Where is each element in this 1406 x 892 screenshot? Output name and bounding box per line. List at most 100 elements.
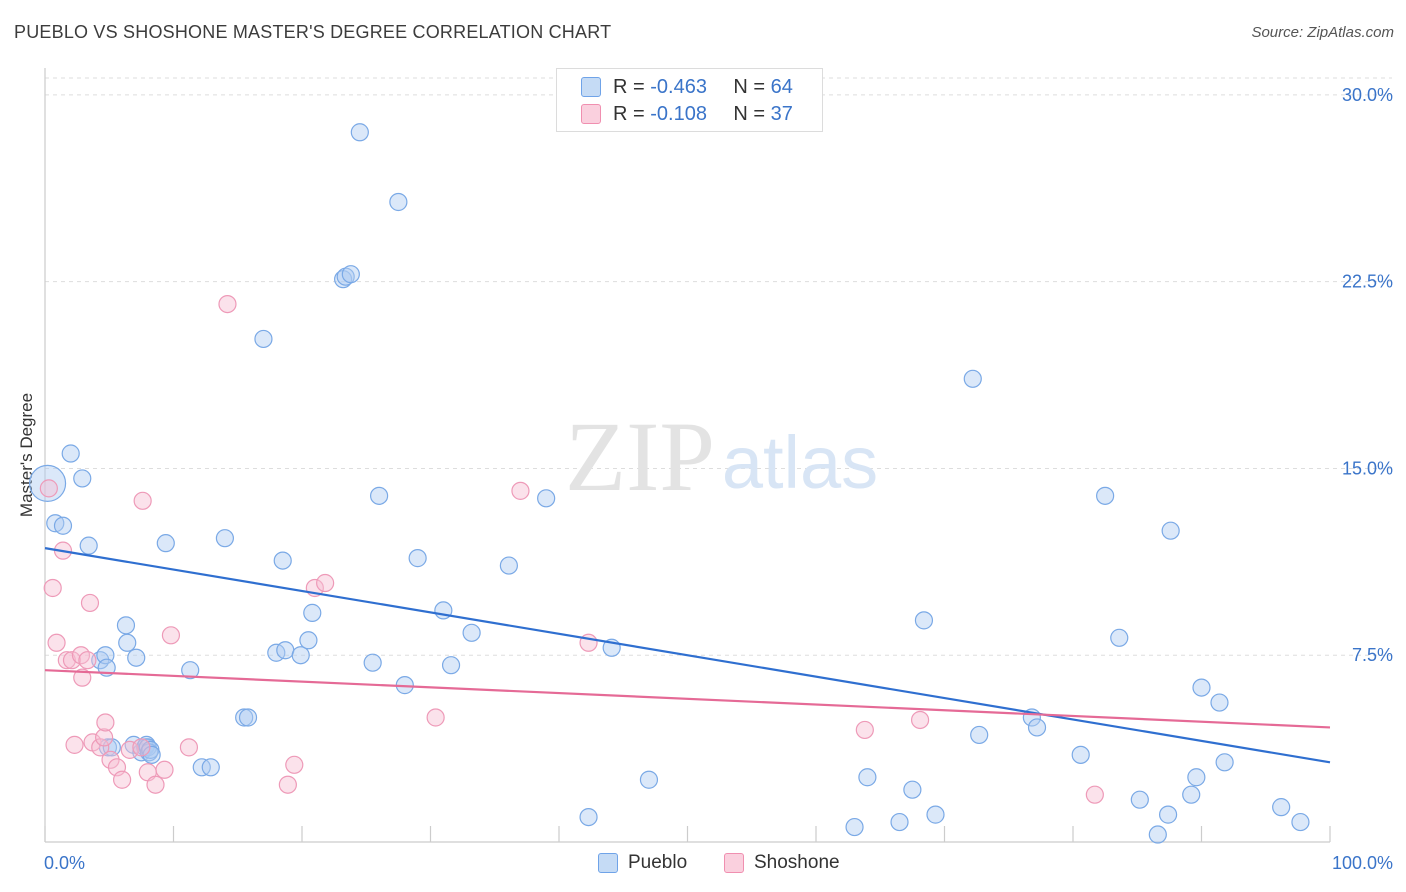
pueblo-point [1027, 718, 1047, 737]
pueblo-point [1161, 521, 1180, 540]
legend-row-pueblo: R = -0.463 N = 64 [581, 75, 793, 99]
shoshone-point [133, 491, 152, 510]
y-tick-label: 30.0% [1342, 85, 1393, 105]
pueblo-point [499, 556, 518, 575]
shoshone-point [91, 738, 110, 757]
shoshone-point [95, 728, 114, 747]
legend-r-value: -0.108 [650, 102, 707, 125]
legend-n-label: N = [733, 102, 766, 125]
pueblo-point [462, 623, 481, 642]
pueblo-point [639, 770, 659, 789]
x-tick-label: 0.0% [44, 853, 85, 873]
pueblo-point [1096, 486, 1115, 505]
shoshone-point [218, 294, 237, 314]
x-tick-label: 100.0% [1332, 853, 1393, 873]
bottom-legend-label: Shoshone [754, 852, 840, 873]
pueblo-point [156, 534, 175, 553]
pueblo-point [858, 768, 877, 787]
shoshone-point [78, 651, 97, 670]
y-tick-label: 7.5% [1352, 645, 1393, 665]
shoshone-point [278, 775, 297, 794]
bottom-legend-label: Pueblo [628, 852, 688, 873]
pueblo-point [579, 807, 598, 827]
legend-r-value: -0.463 [650, 75, 707, 98]
pueblo-point [350, 123, 369, 142]
pueblo-point [215, 529, 234, 548]
pueblo-point [389, 192, 408, 212]
watermark-atlas: atlas [722, 421, 878, 504]
shoshone-point [910, 710, 930, 730]
pueblo-point [238, 708, 258, 727]
legend-r-label: R = [613, 102, 645, 125]
pueblo-point [1291, 812, 1310, 832]
pueblo-point [903, 780, 922, 799]
trend-lines [44, 547, 1331, 764]
pueblo-point [61, 444, 80, 463]
shoshone-swatch-icon [581, 104, 601, 124]
shoshone-point [855, 720, 874, 740]
watermark-zip: ZIP [565, 401, 715, 512]
pueblo-point [890, 812, 909, 832]
chart-title: PUEBLO VS SHOSHONE MASTER'S DEGREE CORRE… [14, 22, 612, 42]
shoshone-point [62, 651, 82, 670]
pueblo-point [441, 656, 461, 675]
pueblo-point [273, 551, 292, 570]
pueblo-point [91, 651, 110, 670]
shoshone-point [65, 735, 84, 754]
pueblo-point [299, 631, 318, 650]
pueblo-point [1192, 678, 1211, 697]
pueblo-point [408, 549, 427, 568]
pueblo-point [73, 469, 92, 488]
pueblo-point [201, 758, 220, 777]
pueblo-point [363, 653, 382, 672]
pueblo-point [127, 648, 146, 667]
pueblo-point [291, 646, 310, 665]
shoshone-point [161, 626, 181, 645]
pueblo-point [79, 536, 98, 555]
pueblo-point [1215, 753, 1234, 772]
chart-source: Source: ZipAtlas.com [1251, 24, 1394, 41]
shoshone-point [146, 775, 165, 794]
pueblo-point [845, 817, 864, 837]
shoshone-point [73, 668, 92, 687]
pueblo-trend-line [44, 547, 1331, 764]
shoshone-point [316, 573, 335, 593]
shoshone-point [285, 755, 304, 774]
shoshone-point [1085, 785, 1104, 804]
legend-n-value: 37 [770, 102, 793, 125]
shoshone-point [57, 651, 76, 670]
y-tick-label: 22.5% [1342, 272, 1393, 292]
pueblo-point [1272, 798, 1291, 817]
shoshone-point [43, 578, 62, 598]
legend-r-label: R = [613, 75, 645, 98]
pueblo-point [116, 616, 136, 635]
shoshone-point [132, 738, 151, 757]
pueblo-point [1130, 790, 1149, 809]
legend-row-shoshone: R = -0.108 N = 37 [581, 102, 793, 126]
pueblo-point [926, 805, 945, 824]
pueblo-point [970, 725, 989, 745]
shoshone-point [96, 713, 115, 732]
pueblo-point [53, 516, 73, 535]
pueblo-swatch-icon [581, 77, 601, 97]
pueblo-point [1071, 745, 1090, 764]
shoshone-point [112, 770, 132, 789]
correlation-legend: R = -0.463 N = 64 R = -0.108 N = 37 [556, 68, 823, 132]
y-tick-label: 15.0% [1342, 458, 1393, 478]
pueblo-point [1158, 805, 1178, 824]
pueblo-point [537, 489, 556, 508]
bottom-legend-shoshone: Shoshone [724, 852, 840, 874]
axes [44, 68, 1331, 843]
legend-n-label: N = [733, 75, 766, 98]
shoshone-point [426, 708, 445, 727]
shoshone-point [47, 633, 66, 652]
pueblo-point [235, 708, 254, 727]
shoshone-point [101, 750, 120, 769]
pueblo-point [1110, 628, 1129, 647]
legend-n-value: 64 [770, 75, 793, 98]
pueblo-point [303, 603, 322, 622]
pueblo-point [276, 641, 295, 660]
bottom-legend-pueblo: Pueblo [598, 852, 687, 874]
pueblo-point [181, 661, 200, 680]
shoshone-trend-line [44, 669, 1331, 729]
